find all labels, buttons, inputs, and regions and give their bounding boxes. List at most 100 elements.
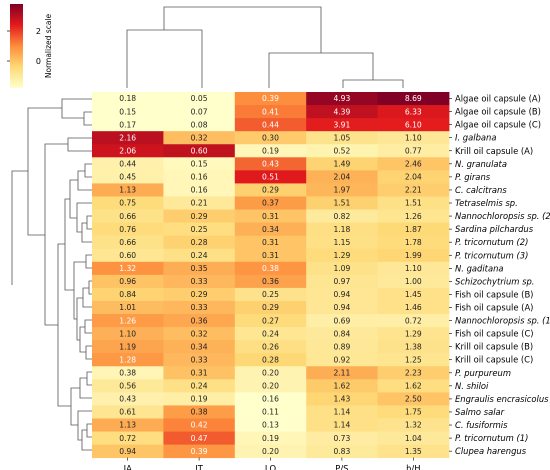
cell-value-label: 0.94	[333, 303, 350, 312]
heatmap-cell	[92, 405, 164, 419]
heatmap-cell	[92, 366, 164, 380]
cell-value-label: 0.07	[191, 107, 208, 116]
heatmap-cell	[234, 379, 307, 393]
cell-value-label: 0.41	[262, 107, 279, 116]
cell-value-label: 0.15	[119, 107, 136, 116]
heatmap-cell	[92, 131, 164, 145]
cell-value-label: 1.18	[333, 225, 350, 234]
cell-value-label: 0.24	[191, 382, 208, 391]
heatmap-cell	[234, 287, 307, 302]
cell-value-label: 0.19	[262, 146, 279, 155]
cell-value-label: 0.66	[119, 212, 136, 221]
row-dendrogram-link	[77, 410, 92, 441]
row-dendrogram-link	[70, 387, 80, 426]
row-labels: Algae oil capsule (A) Algae oil capsule (…	[449, 94, 550, 456]
heatmap-cell	[234, 353, 307, 367]
heatmap-cell	[92, 300, 164, 315]
cell-value-label: 0.76	[119, 225, 136, 234]
cell-value-label: 1.13	[119, 421, 136, 430]
heatmap-cell	[234, 300, 307, 315]
cell-value-label: 0.38	[262, 264, 279, 273]
row-label: Krill oil capsule (C)	[455, 355, 533, 365]
row-dendrogram-link	[11, 170, 28, 285]
heatmap-cells: 0.18 0.05 0.39 4.93 8.69 0.15 0.07 0.41 4.39 6.33…	[92, 92, 450, 459]
cell-value-label: 1.14	[333, 421, 350, 430]
cell-value-label: 0.35	[191, 264, 208, 273]
row-dendrogram-link	[81, 222, 92, 243]
row-label: Fish oil capsule (A)	[455, 302, 533, 312]
cell-value-label: 1.46	[405, 303, 422, 312]
cell-value-label: 0.34	[262, 225, 279, 234]
heatmap-cell	[234, 222, 307, 237]
cell-value-label: 1.32	[119, 264, 136, 273]
cell-value-label: 2.16	[119, 133, 136, 142]
heatmap-cell	[377, 196, 450, 210]
cell-value-label: 0.13	[262, 421, 279, 430]
cell-value-label: 0.29	[262, 186, 279, 195]
heatmap-cell	[306, 405, 378, 419]
row-label: C. fusiformis	[455, 420, 508, 430]
cell-value-label: 1.26	[119, 316, 136, 325]
heatmap-cell	[306, 431, 378, 446]
cell-value-label: 0.60	[191, 146, 208, 155]
row-dendrogram-link	[67, 137, 92, 152]
row-dendrogram	[11, 98, 92, 451]
cell-value-label: 8.69	[405, 94, 422, 103]
cell-value-label: 0.39	[262, 94, 279, 103]
cell-value-label: 0.08	[191, 120, 208, 129]
cell-value-label: 0.25	[191, 225, 208, 234]
cell-value-label: 0.25	[262, 290, 279, 299]
cell-value-label: 0.19	[191, 395, 208, 404]
column-dendrogram-link	[268, 52, 374, 88]
cell-value-label: 1.19	[119, 342, 136, 351]
cell-value-label: 1.00	[405, 277, 422, 286]
heatmap-cell	[377, 170, 450, 184]
row-dendrogram-link	[27, 107, 62, 236]
cell-value-label: 1.01	[119, 303, 136, 312]
heatmap-cell	[163, 235, 236, 250]
heatmap-cell	[92, 287, 164, 302]
cell-value-label: 0.38	[191, 408, 208, 417]
cell-value-label: 6.10	[405, 120, 422, 129]
row-dendrogram-link	[61, 98, 92, 119]
cell-value-label: 0.29	[191, 212, 208, 221]
cell-value-label: 1.38	[405, 342, 422, 351]
heatmap-cell	[92, 340, 164, 354]
cell-value-label: 1.87	[405, 225, 422, 234]
heatmap-cell	[163, 287, 236, 302]
cell-value-label: 0.39	[191, 447, 208, 456]
row-dendrogram-link	[77, 170, 92, 191]
cell-value-label: 0.44	[119, 160, 136, 169]
heatmap-cell	[92, 105, 164, 119]
heatmap-cell	[92, 183, 164, 197]
cell-value-label: 2.04	[405, 173, 422, 182]
cell-value-label: 1.14	[333, 408, 350, 417]
row-label: P. girans	[455, 172, 491, 182]
heatmap-cell	[163, 118, 236, 132]
cell-value-label: 0.47	[191, 434, 208, 443]
heatmap-cell	[234, 209, 307, 223]
cell-value-label: 0.73	[333, 434, 350, 443]
row-dendrogram-link	[84, 163, 92, 178]
cell-value-label: 1.75	[405, 408, 422, 417]
cell-value-label: 0.75	[119, 199, 136, 208]
heatmap-cell	[234, 274, 307, 289]
cell-value-label: 0.94	[333, 290, 350, 299]
cell-value-label: 0.36	[191, 316, 208, 325]
heatmap-cell	[92, 170, 164, 184]
row-dendrogram-link	[84, 319, 92, 334]
cell-value-label: 0.96	[119, 277, 136, 286]
cell-value-label: 0.43	[119, 395, 136, 404]
heatmap-cell	[377, 144, 450, 158]
heatmap-cell	[306, 196, 378, 210]
heatmap-cell	[306, 353, 378, 367]
cell-value-label: 0.42	[191, 421, 208, 430]
heatmap-cell	[163, 261, 236, 276]
row-label: P. tricornutum (1)	[455, 433, 528, 443]
cell-value-label: 0.43	[262, 160, 279, 169]
heatmap-cell	[234, 327, 307, 341]
row-dendrogram-link	[86, 423, 92, 438]
cell-value-label: 1.45	[405, 290, 422, 299]
heatmap-cell	[163, 418, 236, 432]
